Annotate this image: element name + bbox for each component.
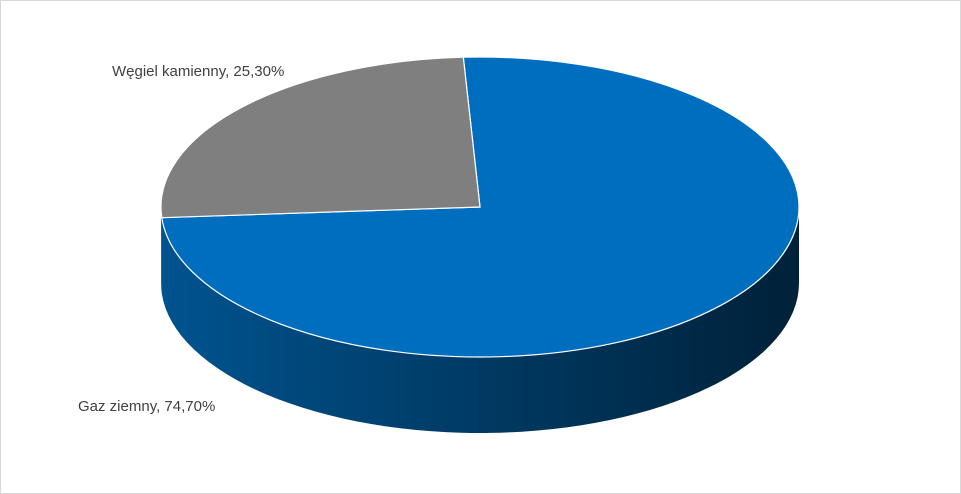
data-label: Gaz ziemny, 74,70% [78, 398, 215, 415]
slice-side [161, 207, 799, 434]
slice-side [161, 207, 162, 294]
slice [160, 56, 481, 219]
data-label: Węgiel kamienny, 25,30% [112, 63, 284, 80]
